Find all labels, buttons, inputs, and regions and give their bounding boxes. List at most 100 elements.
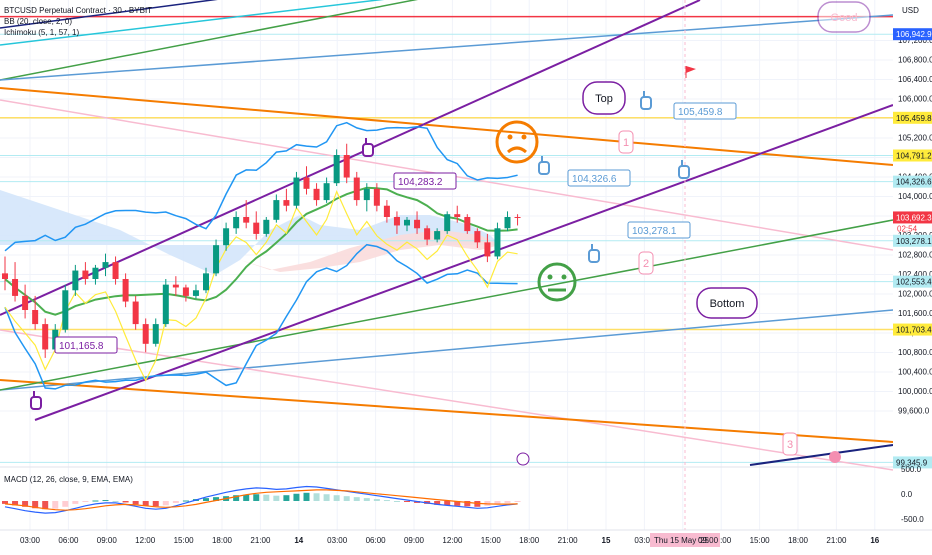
us-flag-icon bbox=[829, 451, 841, 463]
candle bbox=[112, 256, 119, 285]
candle-body bbox=[12, 279, 19, 296]
trend-line bbox=[0, 0, 218, 29]
time-tick: 03:00 bbox=[327, 536, 348, 545]
candle-body bbox=[2, 273, 8, 279]
candle bbox=[353, 171, 360, 206]
candle-body bbox=[92, 267, 99, 279]
macd-legend[interactable]: MACD (12, 26, close, 9, EMA, EMA) bbox=[4, 475, 133, 484]
price-label-bg bbox=[893, 149, 932, 162]
macd-histogram-bar bbox=[373, 499, 380, 501]
time-tick: 12:00 bbox=[135, 536, 156, 545]
time-tick: 18:00 bbox=[788, 536, 809, 545]
candle bbox=[142, 318, 149, 353]
pointing-hand-icon bbox=[588, 249, 600, 263]
bb-legend[interactable]: BB (20, close, 2, 0) bbox=[4, 17, 73, 26]
candle-body bbox=[474, 231, 481, 243]
price-tick: 104,000.0 bbox=[898, 192, 932, 201]
bb-lower bbox=[4, 243, 518, 390]
price-tick: 101,600.0 bbox=[898, 309, 932, 318]
macd-histogram-bar bbox=[92, 500, 99, 502]
price-axis[interactable]: USD 107,200.0 106,800.0 106,400.0 106,000.0 1… bbox=[893, 0, 932, 550]
candle-body bbox=[383, 205, 390, 217]
macd-histogram-bar bbox=[182, 500, 189, 502]
candle-body bbox=[122, 279, 129, 302]
price-label-bg bbox=[893, 211, 932, 224]
neutral-face-icon bbox=[537, 262, 577, 302]
pointing-hand-icon bbox=[362, 143, 374, 157]
price-callout-box bbox=[627, 221, 691, 239]
wave-number: 3 bbox=[787, 439, 793, 451]
macd-histogram-bar bbox=[464, 501, 471, 507]
price-label-bg bbox=[893, 28, 932, 41]
candle bbox=[102, 253, 109, 277]
candle bbox=[464, 214, 471, 234]
candle bbox=[454, 205, 461, 223]
macd-histogram-bar bbox=[82, 501, 89, 502]
price-tick: 100,800.0 bbox=[898, 348, 932, 357]
candle-body bbox=[464, 217, 471, 232]
macd-histogram-bar bbox=[2, 501, 8, 504]
macd-signal-line bbox=[4, 489, 518, 511]
candle bbox=[343, 143, 350, 184]
speech-bubble bbox=[582, 81, 626, 115]
price-callout-box bbox=[54, 336, 118, 354]
wave-number: 2 bbox=[643, 258, 649, 270]
candle-body bbox=[434, 231, 441, 240]
macd-histogram-bar bbox=[393, 501, 400, 502]
time-tick: 06:00 bbox=[58, 536, 79, 545]
trend-line bbox=[0, 379, 894, 443]
countdown-label: 02:54 bbox=[897, 224, 918, 233]
candle-body bbox=[82, 270, 89, 279]
time-tick: 15 bbox=[602, 536, 611, 545]
candle-body bbox=[273, 200, 280, 220]
candle bbox=[162, 279, 169, 327]
candle bbox=[62, 284, 69, 333]
candle-body bbox=[414, 219, 421, 229]
price-callout-label: 104,283.2 bbox=[398, 177, 443, 188]
ichimoku-legend[interactable]: Ichimoku (5, 1, 57, 1) bbox=[4, 28, 80, 37]
time-axis[interactable]: 03:00 06:00 09:00 12:00 15:00 18:00 21:00 14 03:… bbox=[0, 529, 932, 550]
candle-body bbox=[514, 217, 521, 218]
price-label: 101,703.4 bbox=[896, 326, 932, 335]
candle bbox=[182, 284, 189, 302]
sad-face-icon bbox=[495, 120, 539, 164]
time-tick: 09:00 bbox=[404, 536, 425, 545]
candle bbox=[203, 267, 209, 294]
price-label-bg bbox=[893, 456, 932, 469]
time-tick: 06:00 bbox=[366, 536, 387, 545]
crosshair-time: 09:00 bbox=[698, 536, 719, 545]
macd-histogram-bar bbox=[333, 495, 340, 501]
macd-histogram-bar bbox=[132, 501, 139, 505]
candle bbox=[233, 211, 240, 234]
candle bbox=[152, 318, 159, 347]
crosshair-date: Thu 15 May '25 bbox=[654, 536, 709, 545]
macd-histogram-bar bbox=[353, 497, 360, 501]
neutral-face-icon-eye bbox=[561, 274, 567, 280]
macd-histogram-bar bbox=[444, 501, 451, 506]
symbol-legend[interactable]: BTCUSD Perpetual Contract · 30 · BYBIT bbox=[4, 6, 153, 15]
macd-histogram-bar bbox=[162, 501, 169, 506]
price-tick: 100,400.0 bbox=[898, 368, 932, 377]
candle bbox=[192, 284, 199, 299]
candle-body bbox=[233, 217, 240, 229]
price-callout-label: 101,165.8 bbox=[59, 341, 104, 352]
bollinger-bands bbox=[4, 121, 518, 390]
time-tick: 16 bbox=[870, 536, 879, 545]
candle bbox=[514, 214, 521, 226]
candle bbox=[223, 222, 230, 251]
trend-line bbox=[0, 219, 894, 391]
macd-histogram-bar bbox=[52, 501, 59, 509]
macd-histogram-bar bbox=[323, 494, 330, 501]
time-tick: 03:00 bbox=[634, 536, 655, 545]
candle bbox=[313, 183, 320, 206]
candle-body bbox=[313, 188, 320, 201]
candle-body bbox=[454, 214, 461, 217]
candle bbox=[444, 211, 451, 234]
price-tick: 100,000.0 bbox=[898, 387, 932, 396]
candle-body bbox=[22, 295, 29, 310]
drawings: 101,165.8 104,283.2 104,326.6 105,459.8 103,… bbox=[30, 1, 871, 466]
time-tick: 21:00 bbox=[826, 536, 847, 545]
candle-body bbox=[32, 310, 39, 325]
